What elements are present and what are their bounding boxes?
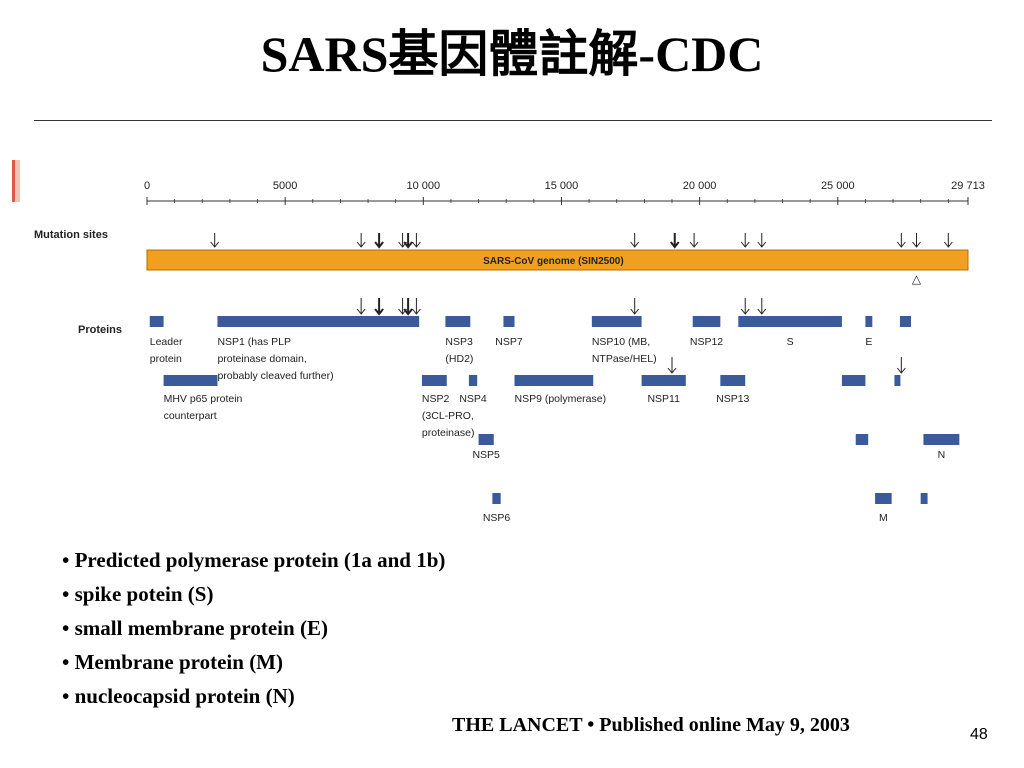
protein-label-nsp1: NSP1 (has PLP proteinase domain, probably … xyxy=(217,336,333,382)
axis-tick-label: 15 000 xyxy=(545,180,579,192)
protein-mutation-arrow xyxy=(412,298,421,315)
axis-tick-label: 29 713 xyxy=(951,180,985,192)
protein-mutation-arrow xyxy=(667,357,677,374)
protein-label-nsp7: NSP7 xyxy=(495,336,523,348)
genome-position-axis: 0 5000 10 000 15 000 20 000 25 000 29 713 xyxy=(144,180,985,205)
genome-annotation-diagram: 0 5000 10 000 15 000 20 000 25 000 29 713 Muta… xyxy=(34,160,985,538)
protein-label-leader: Leader protein xyxy=(150,336,183,365)
bullet-membrane: Membrane protein (M) xyxy=(62,645,445,679)
protein-label-nsp3: NSP3 (HD2) xyxy=(445,336,473,365)
protein-mutation-arrow xyxy=(630,298,640,315)
bullet-nucleocapsid: nucleocapsid protein (N) xyxy=(62,679,445,713)
protein-label-nsp2: NSP2 (3CL-PRO, proteinase) xyxy=(422,393,475,439)
page-number: 48 xyxy=(970,726,988,743)
protein-block-nsp4 xyxy=(468,375,478,386)
mutation-arrow xyxy=(403,233,413,249)
bullet-envelope: small membrane protein (E) xyxy=(62,611,445,645)
genome-bar-label: SARS-CoV genome (SIN2500) xyxy=(483,256,624,267)
protein-mutation-arrow xyxy=(757,298,767,315)
axis-tick-label: 20 000 xyxy=(683,180,717,192)
protein-block-nsp5 xyxy=(478,434,494,445)
protein-label-nsp13: NSP13 xyxy=(716,393,749,405)
protein-block-nsp12 xyxy=(692,316,721,327)
protein-block-nsp9 xyxy=(514,375,594,386)
protein-row-mutation-arrows xyxy=(356,298,906,374)
protein-label-e: E xyxy=(865,336,872,348)
mutation-arrow xyxy=(689,233,699,248)
protein-block-orf-e xyxy=(920,493,928,504)
protein-block-orf-a xyxy=(899,316,911,327)
protein-block-nsp2 xyxy=(421,375,447,386)
axis-tick-label: 5000 xyxy=(273,180,297,192)
mutation-arrow xyxy=(630,233,640,248)
protein-mutation-arrow xyxy=(356,298,366,315)
protein-label-nsp4: NSP4 xyxy=(459,393,487,405)
mutation-arrow xyxy=(912,233,921,248)
mutation-arrow xyxy=(669,233,680,249)
genome-bar xyxy=(146,249,969,271)
proteins-row-label: Proteins xyxy=(78,324,122,336)
bullet-polymerase: Predicted polymerase protein (1a and 1b) xyxy=(62,543,446,577)
mutation-sites-row xyxy=(210,233,953,249)
protein-block-nsp6 xyxy=(492,493,501,504)
mutation-arrow xyxy=(740,233,750,248)
mutation-arrow xyxy=(210,233,220,248)
protein-label-s: S xyxy=(787,336,794,348)
axis-tick-label: 10 000 xyxy=(406,180,440,192)
protein-block-n xyxy=(923,434,960,445)
mutation-arrow xyxy=(896,233,906,248)
axis-tick-label: 25 000 xyxy=(821,180,855,192)
protein-block-nsp3 xyxy=(445,316,471,327)
protein-label-nsp11: NSP11 xyxy=(647,393,680,405)
protein-block-orf-b xyxy=(841,375,866,386)
title-divider xyxy=(34,120,992,121)
protein-block-s xyxy=(738,316,842,327)
protein-label-nsp10: NSP10 (MB, NTPase/HEL) xyxy=(592,336,657,365)
protein-block-orf-c xyxy=(894,375,901,386)
protein-label-mhv-p65: MHV p65 protein counterpart xyxy=(164,393,243,422)
protein-block-orf-d xyxy=(855,434,869,445)
bullet-list: Predicted polymerase protein (1a and 1b)… xyxy=(62,543,446,713)
protein-block-nsp13 xyxy=(720,375,746,386)
protein-label-nsp6: NSP6 xyxy=(483,512,511,524)
mutation-arrow xyxy=(374,233,384,249)
protein-mutation-arrow xyxy=(740,298,750,315)
protein-block-nsp1 xyxy=(217,316,420,327)
figure-background xyxy=(134,160,984,538)
genome-marker-triangle: △ xyxy=(912,272,922,286)
protein-label-n: N xyxy=(938,449,946,461)
protein-label-m: M xyxy=(879,512,888,524)
protein-mutation-arrow xyxy=(896,357,906,374)
protein-block-e xyxy=(865,316,873,327)
axis-tick-label: 0 xyxy=(144,180,150,192)
left-accent-bar xyxy=(12,160,20,202)
protein-block-nsp11 xyxy=(641,375,686,386)
mutation-arrow xyxy=(757,233,767,248)
mutation-arrow xyxy=(412,233,421,248)
protein-block-m xyxy=(875,493,892,504)
protein-label-nsp5: NSP5 xyxy=(472,449,500,461)
protein-block-mhv-p65 xyxy=(163,375,218,386)
mutation-sites-row-label: Mutation sites xyxy=(34,229,108,241)
protein-label-nsp12: NSP12 xyxy=(690,336,723,348)
protein-label-nsp9: NSP9 (polymerase) xyxy=(514,393,606,405)
protein-block-leader xyxy=(149,316,164,327)
protein-mutation-arrow xyxy=(374,298,384,316)
protein-block-nsp10 xyxy=(591,316,642,327)
mutation-arrow xyxy=(356,233,366,248)
protein-blocks: Leader protein NSP1 (has PLP proteinase dom… xyxy=(149,316,960,524)
citation: THE LANCET • Published online May 9, 200… xyxy=(452,714,850,736)
bullet-spike: spike potein (S) xyxy=(62,577,445,611)
protein-block-nsp7 xyxy=(503,316,515,327)
slide-title: SARS基因體註解-CDC xyxy=(260,26,764,82)
mutation-arrow xyxy=(943,233,953,248)
protein-mutation-arrow xyxy=(403,298,413,316)
